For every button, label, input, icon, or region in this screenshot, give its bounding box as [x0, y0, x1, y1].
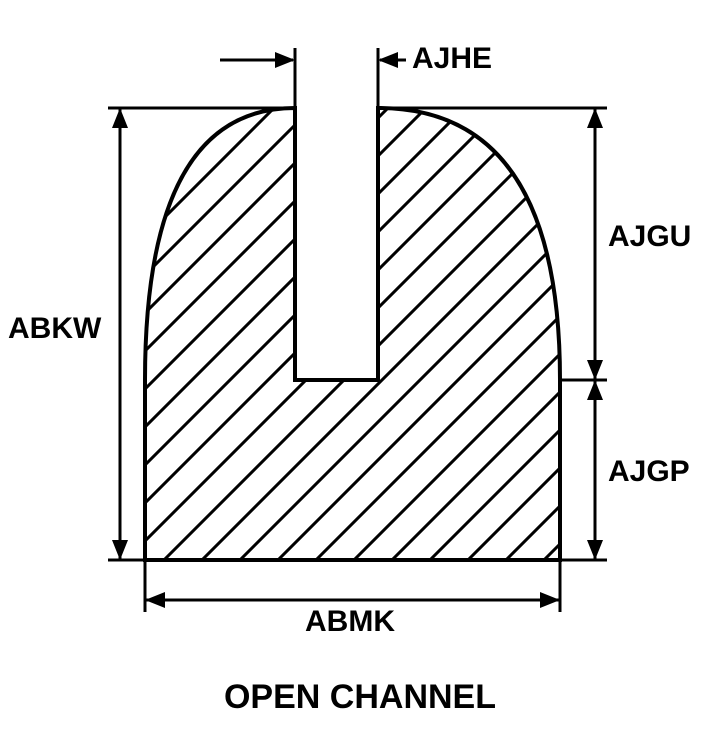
diagram-title: OPEN CHANNEL [0, 678, 720, 717]
label-ajhe: AJHE [412, 42, 492, 76]
label-abkw: ABKW [8, 312, 101, 346]
label-abmk: ABMK [305, 605, 395, 639]
label-ajgu: AJGU [608, 220, 691, 254]
diagram-container: AJHE AJGU AJGP ABKW ABMK OPEN CHANNEL [0, 0, 720, 750]
label-ajgp: AJGP [608, 455, 690, 489]
dimension-lines [108, 48, 607, 612]
